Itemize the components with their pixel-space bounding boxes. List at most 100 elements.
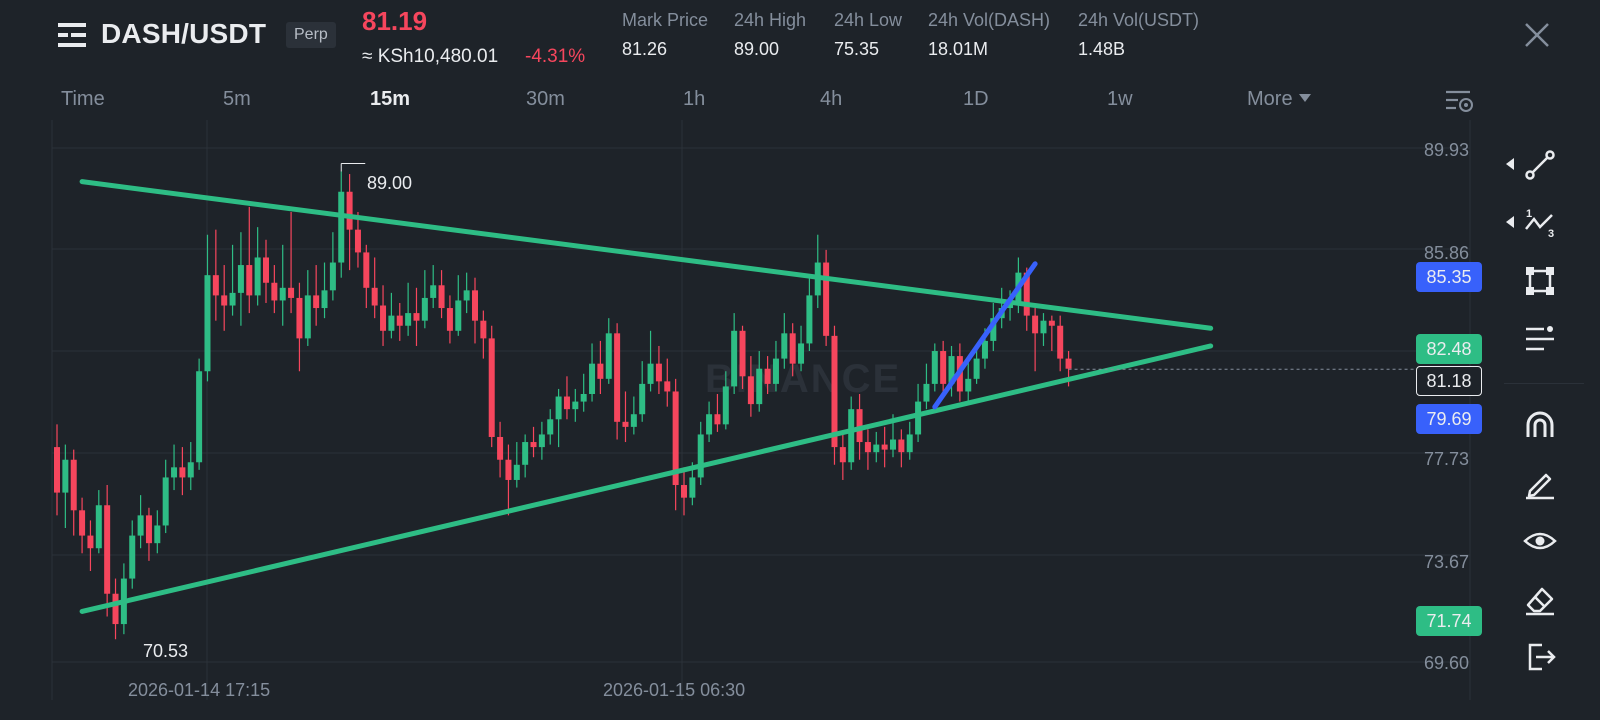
candle-body: [304, 295, 311, 339]
watermark: BINANCE: [705, 357, 901, 401]
price-label: 77.73: [1424, 449, 1470, 469]
candle-body: [823, 262, 830, 336]
candle-body: [973, 358, 980, 379]
candle-body: [329, 262, 336, 291]
stat-label: 24h Vol(USDT): [1078, 10, 1200, 30]
expand-caret-icon[interactable]: [1506, 158, 1514, 170]
candle-body: [655, 363, 662, 382]
price-tag-blue: 85.35: [1416, 262, 1482, 292]
candle-body: [589, 363, 596, 395]
candle-body: [438, 285, 445, 309]
candle-body: [463, 290, 470, 301]
tab-1h[interactable]: 1h: [683, 88, 706, 110]
candle-body: [630, 414, 637, 427]
current-price-tag: 81.18: [1416, 366, 1482, 396]
candle-body: [547, 419, 554, 435]
candle-body: [747, 376, 754, 405]
candle-body: [229, 292, 236, 306]
candle-body: [1007, 302, 1014, 309]
candle-body: [898, 439, 905, 453]
candle-body: [1032, 315, 1039, 334]
candle-body: [563, 396, 570, 410]
candle-body: [798, 343, 805, 364]
magnet-icon: [1526, 411, 1554, 437]
candle-body: [87, 535, 94, 549]
tab-4h[interactable]: 4h: [820, 88, 843, 110]
price-label: 73.67: [1424, 552, 1470, 572]
candle-body: [697, 434, 704, 478]
candle-body: [873, 444, 880, 453]
candle-body: [923, 383, 930, 402]
stat-label: 24h High: [734, 10, 807, 30]
eye-icon: [1523, 532, 1557, 550]
tab-30m[interactable]: 30m: [526, 88, 565, 110]
candle-body: [171, 467, 178, 478]
candle-body: [263, 257, 269, 283]
stat-label: 24h Vol(DASH): [928, 10, 1051, 30]
candle-body: [112, 593, 119, 625]
tab-more[interactable]: More: [1247, 88, 1311, 111]
candle-body: [689, 477, 696, 498]
pair-symbol[interactable]: DASH/USDT: [101, 18, 267, 49]
candle-body: [405, 313, 412, 326]
horizontal-lines-tool[interactable]: [1522, 321, 1558, 357]
candle-body: [714, 414, 721, 425]
candle-body: [313, 295, 320, 309]
exit-drawing-tool[interactable]: [1522, 639, 1558, 675]
eraser-tool[interactable]: [1522, 581, 1558, 617]
candle-body: [472, 290, 478, 321]
price-label: 85.86: [1424, 243, 1470, 263]
candle-body: [681, 485, 687, 498]
candle-body: [772, 358, 779, 384]
candle-body: [338, 191, 345, 263]
candle-body: [321, 290, 328, 309]
time-label: 2026-01-14 17:15: [128, 680, 271, 700]
chart-settings-icon[interactable]: [1444, 88, 1474, 116]
candle-body: [1057, 325, 1064, 359]
visibility-tool[interactable]: [1522, 523, 1558, 559]
expand-caret-icon[interactable]: [1506, 216, 1514, 228]
candle-body: [254, 257, 261, 296]
candle-body: [672, 391, 679, 486]
magnet-tool[interactable]: [1522, 407, 1558, 443]
candle-body: [388, 315, 395, 331]
svg-text:3: 3: [1548, 228, 1554, 240]
tab-1w[interactable]: 1w: [1107, 88, 1133, 110]
candle-body: [1040, 320, 1047, 334]
interval-tabs: Time 5m 15m 30m 1h 4h 1D 1w More: [0, 88, 1600, 118]
candle-body: [856, 409, 863, 443]
tab-time[interactable]: Time: [61, 88, 105, 110]
trend-lines: [79, 163, 1214, 614]
candle-body: [354, 229, 361, 253]
candle-body: [179, 467, 186, 478]
rectangle-tool[interactable]: [1522, 263, 1558, 299]
brush-tool[interactable]: [1522, 465, 1558, 501]
trend-line-icon: [1525, 150, 1555, 180]
candle-body: [572, 401, 579, 410]
fibonacci-tool[interactable]: 1 3: [1522, 205, 1558, 241]
candle-body: [722, 386, 729, 425]
candle-body: [1023, 272, 1030, 316]
candle-body: [513, 464, 520, 480]
candle-body: [62, 459, 69, 493]
trend-line-tool[interactable]: [1522, 147, 1558, 183]
tab-1d[interactable]: 1D: [963, 88, 989, 110]
menu-icon[interactable]: [58, 22, 88, 48]
close-icon[interactable]: [1522, 20, 1552, 50]
stat-24h-low: 24h Low 75.35: [834, 10, 902, 60]
lower-trend-line: [79, 343, 1214, 614]
tab-15m[interactable]: 15m: [370, 88, 411, 110]
candle-body: [79, 510, 86, 536]
tab-more-label: More: [1247, 88, 1293, 110]
candlestick-chart[interactable]: BINANCE: [0, 120, 1600, 700]
candle-body: [538, 434, 545, 448]
svg-text:1: 1: [1526, 208, 1532, 220]
caret-down-icon: [1298, 93, 1311, 102]
candle-body: [647, 363, 654, 384]
candle-body: [196, 371, 203, 463]
candle-body: [237, 265, 244, 293]
tab-5m[interactable]: 5m: [223, 88, 251, 110]
candle-body: [530, 442, 537, 448]
candle-body: [505, 459, 512, 480]
candle-body: [271, 282, 278, 301]
